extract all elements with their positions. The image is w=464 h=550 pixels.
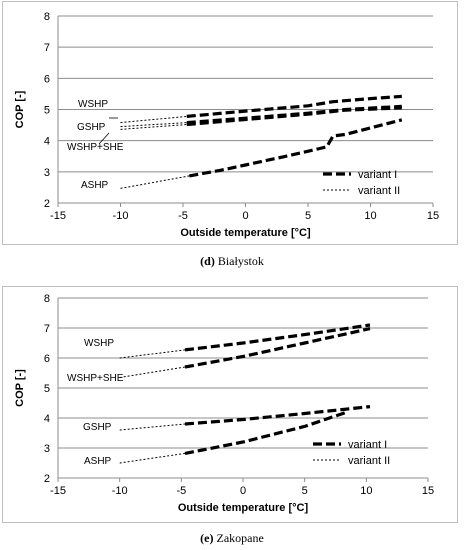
x-axis-title: Outside temperature [°C] [180,227,311,239]
caption-zakopane: (e) Zakopane [0,531,464,546]
chart-svg-bialystok: 2 3 4 5 6 7 8 -15 -10 -5 0 5 10 15 Outside temperature… [14,11,439,239]
series-line-variant-ii [120,124,187,130]
x-tick-label: 0 [240,485,246,497]
series-label: GSHP [83,422,112,433]
x-tick-label: -5 [176,485,186,497]
series-line-variant-ii [119,452,186,464]
series-line-variant-ii [120,115,187,124]
x-tick-label: -10 [113,210,129,222]
y-tick-label: 8 [44,293,50,305]
legend-label-variant-i: variant I [358,169,397,181]
y-axis-title: COP [-] [14,90,26,128]
y-tick-label: 3 [44,167,50,179]
series-label: WSHP+SHE [67,142,124,153]
series-line-variant-i [184,405,371,426]
x-tick-label: -15 [50,210,66,222]
y-tick-label: 6 [44,353,50,365]
caption-letter: (d) [200,254,215,268]
y-tick-label: 2 [44,473,50,485]
series-line-variant-i [186,106,402,127]
y-tick-label: 2 [44,198,50,210]
y-tick-label: 7 [44,323,50,335]
x-tick-label: -15 [50,485,66,497]
y-axis-title: COP [-] [14,369,26,407]
y-tick-label: 5 [44,105,50,117]
legend-label-variant-ii: variant II [348,455,390,467]
y-tick-label: 6 [44,73,50,85]
x-tick-label: -5 [178,210,188,222]
series-line-variant-i [189,118,403,178]
chart-panel-zakopane: 2 3 4 5 6 7 8 -15 -10 -5 0 5 10 15 Outside temperature… [2,286,458,523]
series-line-variant-i [184,323,371,352]
series-line-variant-i [186,94,402,118]
caption-text: Zakopane [216,531,264,545]
legend-label-variant-i: variant I [348,439,387,451]
series-label: ASHP [84,456,112,467]
x-tick-label: -10 [112,485,128,497]
series-line-variant-ii [119,423,186,431]
x-tick-label: 10 [360,485,372,497]
series-label-leader [98,132,110,145]
chart-panel-bialystok: 2 3 4 5 6 7 8 -15 -10 -5 0 5 10 15 Outside temperature… [2,1,458,245]
series-label: ASHP [81,180,109,191]
y-tick-label: 4 [44,136,50,148]
x-tick-label: 5 [302,485,308,497]
y-tick-label: 7 [44,42,50,54]
series-label: WSHP+SHE [67,373,124,384]
x-tick-label: 5 [305,210,311,222]
y-tick-label: 4 [44,413,50,425]
series-line-variant-ii [120,175,190,189]
caption-text: Białystok [217,254,264,268]
series-label: GSHP [77,122,106,133]
series-line-variant-ii [120,122,187,128]
y-tick-label: 3 [44,443,50,455]
series-line-variant-ii [119,349,186,359]
x-tick-label: 10 [364,210,376,222]
y-tick-label: 8 [44,11,50,23]
y-tick-label: 5 [44,383,50,395]
x-axis-title: Outside temperature [°C] [178,502,309,514]
series-line-variant-i [184,327,371,369]
caption-bialystok: (d) Białystok [0,254,464,269]
x-tick-label: 15 [422,485,434,497]
x-tick-label: 0 [242,210,248,222]
x-tick-label: 15 [427,210,439,222]
series-label: WSHP [84,338,114,349]
series-line-variant-ii [119,366,186,378]
series-label: WSHP [78,99,108,110]
legend-label-variant-ii: variant II [358,185,400,197]
series-line-variant-i [184,411,346,455]
caption-letter: (e) [200,531,214,545]
chart-svg-zakopane: 2 3 4 5 6 7 8 -15 -10 -5 0 5 10 15 Outside temperature… [14,293,434,514]
